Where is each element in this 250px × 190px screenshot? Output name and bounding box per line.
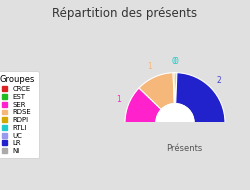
Wedge shape [173,73,175,104]
Text: 2: 2 [216,76,221,85]
Text: 0: 0 [174,57,178,66]
Circle shape [156,104,194,142]
Wedge shape [175,73,177,104]
Wedge shape [125,88,161,123]
Text: Présents: Présents [166,144,202,153]
Text: 0: 0 [172,57,176,66]
Text: 1: 1 [148,63,152,71]
Wedge shape [139,73,174,109]
Legend: CRCE, EST, SER, RDSE, RDPI, RTLI, UC, LR, NI: CRCE, EST, SER, RDSE, RDPI, RTLI, UC, LR… [0,71,39,158]
Bar [100,122,250,158]
Text: Répartition des présents: Répartition des présents [52,7,198,20]
Text: 1: 1 [116,95,121,104]
Wedge shape [176,73,225,123]
